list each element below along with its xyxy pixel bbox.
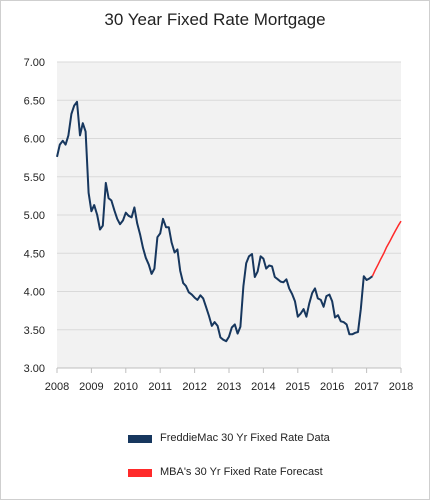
- x-tick-label-2018: 2018: [389, 381, 413, 393]
- x-tick-label-2011: 2011: [148, 381, 172, 393]
- x-tick-label-2013: 2013: [217, 381, 241, 393]
- x-tick-label-2014: 2014: [251, 381, 275, 393]
- legend-swatch-freddiemac: [128, 435, 152, 443]
- y-tick-label-5.50: 5.50: [24, 172, 45, 184]
- y-tick-label-6.50: 6.50: [24, 95, 45, 107]
- y-tick-label-6.00: 6.00: [24, 134, 45, 146]
- x-tick-label-2010: 2010: [114, 381, 138, 393]
- x-tick-label-2016: 2016: [320, 381, 344, 393]
- y-tick-label-3.00: 3.00: [24, 363, 45, 375]
- legend-swatch-mba-forecast: [128, 469, 152, 477]
- y-tick-label-3.50: 3.50: [24, 325, 45, 337]
- series-line-mba-forecast: [371, 220, 402, 277]
- legend-label-mba-forecast: MBA's 30 Yr Fixed Rate Forecast: [160, 466, 323, 478]
- x-tick-label-2017: 2017: [354, 381, 378, 393]
- x-tick-label-2008: 2008: [45, 381, 69, 393]
- x-tick-label-2009: 2009: [79, 381, 103, 393]
- series-line-freddiemac: [56, 100, 374, 343]
- y-tick-label-4.00: 4.00: [24, 287, 45, 299]
- legend-label-freddiemac: FreddieMac 30 Yr Fixed Rate Data: [160, 432, 330, 444]
- y-tick-label-5.00: 5.00: [24, 210, 45, 222]
- x-tick-label-2015: 2015: [286, 381, 310, 393]
- y-tick-label-7.00: 7.00: [24, 57, 45, 69]
- chart-title: 30 Year Fixed Rate Mortgage: [104, 10, 326, 29]
- x-tick-label-2012: 2012: [182, 381, 206, 393]
- y-tick-label-4.50: 4.50: [24, 248, 45, 260]
